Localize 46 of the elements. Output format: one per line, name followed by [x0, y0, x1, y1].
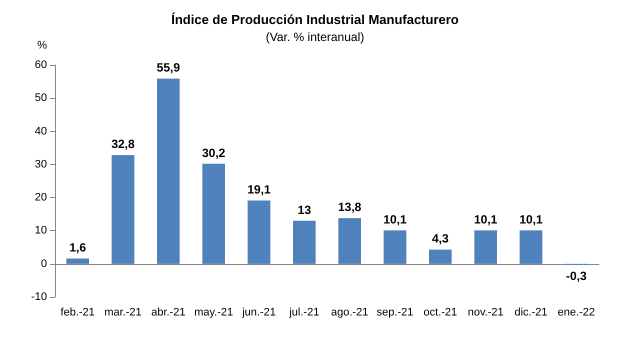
- x-tick-label: may.-21: [194, 306, 234, 318]
- x-tick-label: nov.-21: [468, 306, 504, 318]
- data-label: 32,8: [111, 137, 135, 152]
- y-tick-label: -10: [31, 291, 47, 303]
- y-tick-label: 10: [34, 224, 47, 237]
- data-label: 13: [298, 202, 312, 217]
- x-tick-label: mar.-21: [104, 306, 142, 318]
- y-axis-title: %: [37, 40, 48, 52]
- bar: [248, 200, 270, 264]
- y-tick-label: 20: [34, 192, 47, 204]
- x-tick-label: ago.-21: [331, 306, 368, 318]
- x-tick-label: dic.-21: [514, 306, 548, 318]
- y-tick-label: 30: [34, 158, 47, 170]
- bar: [293, 220, 316, 264]
- bar: [384, 230, 406, 264]
- bar: [157, 78, 180, 264]
- data-label: 30,2: [202, 146, 226, 160]
- bar: [202, 164, 225, 264]
- chart-subtitle: (Var. % interanual): [266, 30, 364, 44]
- data-label: 55,9: [156, 60, 180, 75]
- bar: [338, 218, 361, 264]
- bar: [429, 250, 452, 264]
- data-label: 10,1: [383, 212, 407, 226]
- bar: [474, 230, 497, 264]
- y-tick-label: 0: [40, 258, 47, 270]
- x-tick-label: oct.-21: [424, 306, 458, 318]
- data-label: 1,6: [69, 240, 86, 255]
- y-tick-label: 50: [34, 92, 47, 104]
- data-label: -0,3: [566, 268, 587, 283]
- x-tick-label: ene.-22: [558, 306, 595, 318]
- data-label: 10,1: [519, 212, 543, 226]
- x-tick-label: abr.-21: [151, 306, 186, 318]
- data-label: 13,8: [338, 200, 362, 214]
- data-label: 19,1: [247, 182, 271, 197]
- chart-title: Índice de Producción Industrial Manufacturero: [171, 12, 459, 27]
- data-label: 4,3: [432, 232, 449, 246]
- bar: [66, 258, 89, 264]
- x-tick-label: sep.-21: [376, 306, 414, 318]
- x-tick-label: jul.-21: [288, 306, 320, 318]
- y-tick-label: 60: [34, 59, 47, 71]
- x-tick-label: jun.-21: [241, 306, 276, 318]
- data-label: 10,1: [474, 212, 498, 226]
- y-tick-label: 40: [34, 125, 47, 138]
- bar: [112, 155, 134, 264]
- bar: [520, 230, 542, 264]
- x-tick-label: feb.-21: [60, 306, 95, 318]
